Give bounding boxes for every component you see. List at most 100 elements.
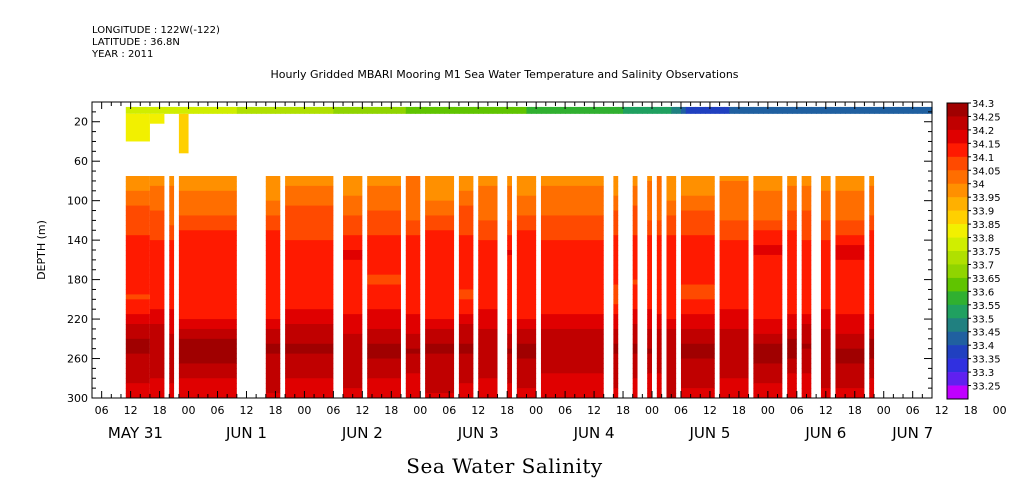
surface-cell — [222, 106, 228, 114]
data-cell — [285, 225, 334, 231]
data-cell — [425, 383, 455, 389]
data-cell — [680, 235, 715, 241]
data-cell — [178, 328, 237, 335]
data-cell — [405, 388, 421, 394]
data-cell — [820, 353, 831, 360]
data-cell — [666, 185, 677, 192]
surface-cell — [483, 106, 489, 114]
data-cell — [632, 284, 638, 290]
surface-cell — [743, 106, 750, 114]
data-cell — [666, 388, 677, 394]
surface-cell — [695, 106, 701, 114]
data-cell — [753, 245, 783, 251]
y-tick-label: 20 — [74, 116, 88, 129]
data-cell — [478, 250, 498, 256]
data-cell — [801, 205, 812, 212]
data-cell — [787, 363, 797, 369]
data-cell — [820, 324, 831, 330]
surface-cell — [241, 106, 248, 114]
data-cell — [125, 220, 150, 226]
surface-cell — [405, 106, 412, 114]
data-cell — [478, 304, 498, 310]
data-cell — [125, 343, 150, 350]
data-cell — [801, 225, 812, 231]
surface-cell — [830, 106, 837, 114]
data-cell — [613, 284, 619, 290]
data-cell — [169, 294, 175, 300]
surface-cell — [796, 106, 803, 114]
data-cell — [478, 363, 498, 369]
data-column — [647, 176, 652, 399]
data-cell — [835, 373, 865, 379]
data-cell — [680, 180, 715, 187]
data-cell — [169, 180, 175, 187]
data-cell — [125, 378, 150, 384]
data-cell — [149, 230, 165, 236]
data-cell — [801, 180, 812, 187]
data-cell — [666, 269, 677, 276]
data-cell — [367, 215, 401, 221]
x-hour-label: 00 — [182, 404, 196, 417]
data-cell — [680, 358, 715, 364]
data-cell — [169, 274, 175, 281]
data-cell — [405, 299, 421, 305]
data-cell — [265, 195, 281, 202]
data-cell — [835, 180, 865, 187]
data-cell — [169, 225, 175, 231]
data-cell — [656, 289, 662, 295]
data-cell — [540, 343, 604, 350]
data-cell — [647, 373, 652, 379]
data-cell — [285, 240, 334, 246]
data-cell — [719, 274, 749, 281]
data-cell — [719, 358, 749, 364]
data-cell — [801, 176, 812, 182]
data-cell — [820, 220, 831, 226]
data-cell — [425, 388, 455, 394]
data-cell — [869, 338, 875, 345]
data-column — [835, 176, 865, 399]
data-cell — [632, 176, 638, 182]
data-cell — [820, 259, 831, 266]
data-cell — [613, 373, 619, 379]
data-cell — [801, 240, 812, 246]
colorbar-swatch — [947, 183, 968, 198]
data-cell — [647, 294, 652, 300]
data-cell — [632, 368, 638, 374]
x-hour-label: 12 — [819, 404, 833, 417]
x-hour-label: 00 — [993, 404, 1007, 417]
data-cell — [458, 343, 474, 350]
data-cell — [820, 254, 831, 261]
data-cell — [125, 205, 150, 212]
data-cell — [753, 220, 783, 226]
colorbar-swatch — [947, 358, 968, 373]
surface-cell — [396, 106, 402, 114]
surface-cell — [729, 106, 735, 114]
data-cell — [178, 250, 237, 256]
data-cell — [632, 225, 638, 231]
data-cell — [405, 378, 421, 384]
surface-cell — [164, 106, 170, 114]
data-cell — [801, 289, 812, 295]
data-cell — [632, 328, 638, 335]
data-column — [632, 176, 638, 399]
data-cell — [632, 309, 638, 315]
data-cell — [425, 378, 455, 384]
surface-cell — [265, 106, 272, 114]
data-cell — [787, 279, 797, 286]
data-cell — [507, 393, 512, 399]
surface-cell — [777, 106, 783, 114]
data-cell — [666, 338, 677, 345]
data-cell — [169, 343, 175, 350]
data-cell — [125, 200, 150, 207]
data-cell — [835, 363, 865, 369]
data-cell — [613, 230, 619, 236]
surface-cell — [212, 106, 219, 114]
data-cell — [178, 368, 237, 374]
x-hour-label: 12 — [703, 404, 717, 417]
data-cell — [787, 210, 797, 216]
data-cell — [647, 319, 652, 325]
data-cell — [540, 333, 604, 340]
data-cell — [169, 269, 175, 276]
data-cell — [753, 269, 783, 276]
data-cell — [178, 240, 237, 246]
